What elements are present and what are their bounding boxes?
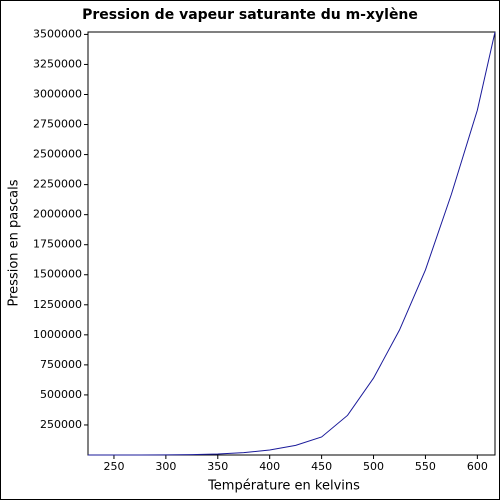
line bbox=[87, 31, 496, 456]
y-tick-label: 1000000 bbox=[33, 328, 82, 341]
x-tick-label: 450 bbox=[311, 460, 332, 473]
y-tick-label: 2750000 bbox=[33, 118, 82, 131]
x-tick-label: 300 bbox=[155, 460, 176, 473]
y-tick-label: 1250000 bbox=[33, 298, 82, 311]
x-tick-label: 500 bbox=[363, 460, 384, 473]
y-tick-label: 2500000 bbox=[33, 148, 82, 161]
y-tick-label: 2000000 bbox=[33, 208, 82, 221]
y-tick-label: 1500000 bbox=[33, 268, 82, 281]
x-tick-label: 250 bbox=[103, 460, 124, 473]
y-tick-label: 1750000 bbox=[33, 238, 82, 251]
y-axis-label: Pression en pascals bbox=[7, 179, 22, 306]
y-tick-label: 2250000 bbox=[33, 178, 82, 191]
y-tick-label: 500000 bbox=[40, 388, 82, 401]
y-tick-label: 250000 bbox=[40, 418, 82, 431]
y-tick-label: 3000000 bbox=[33, 87, 82, 100]
x-tick-label: 400 bbox=[259, 460, 280, 473]
x-tick-label: 350 bbox=[207, 460, 228, 473]
y-tick-label: 750000 bbox=[40, 358, 82, 371]
chart-title: Pression de vapeur saturante du m-xylène bbox=[82, 7, 418, 23]
x-tick-label: 550 bbox=[415, 460, 436, 473]
plot-area bbox=[87, 31, 496, 456]
y-tick-label: 3250000 bbox=[33, 57, 82, 70]
x-axis-label: Température en kelvins bbox=[207, 479, 360, 494]
y-tick-label: 3500000 bbox=[33, 27, 82, 40]
x-tick-label: 600 bbox=[467, 460, 488, 473]
